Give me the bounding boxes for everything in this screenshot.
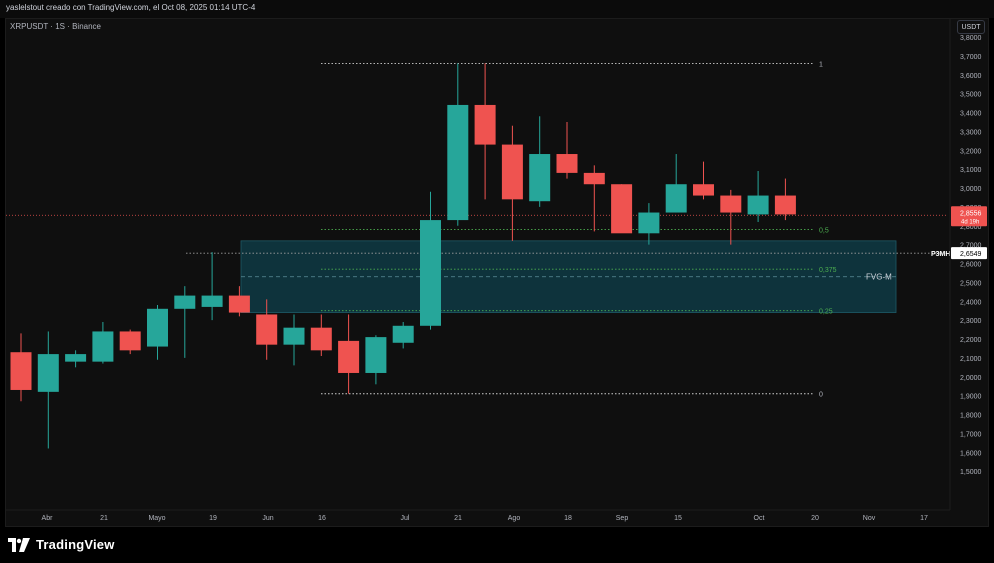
current-price-label: 2,8556 (960, 210, 982, 217)
caption-text: yaslelstout creado con TradingView.com, … (6, 3, 256, 12)
fib-label-0,375: 0,375 (819, 267, 837, 274)
candle-body (720, 195, 742, 213)
candle-body (611, 184, 633, 234)
x-tick-label: Ago (508, 515, 521, 522)
candle-body (501, 144, 523, 200)
fib-label-1: 1 (819, 61, 823, 68)
candle-body (37, 354, 59, 392)
y-tick-label: 1,9000 (960, 394, 982, 401)
tradingview-logo-icon (8, 537, 30, 552)
y-tick-label: 3,5000 (960, 92, 982, 99)
x-tick-label: Mayo (148, 515, 165, 522)
y-tick-label: 1,6000 (960, 450, 982, 457)
x-tick-label: 19 (209, 515, 217, 522)
brand-name: TradingView (36, 537, 115, 552)
candle-body (201, 295, 223, 307)
candle-body (420, 220, 441, 326)
candle-body (10, 352, 32, 390)
fib-label-0: 0 (819, 392, 823, 399)
fvg-label: FVG-M (866, 273, 892, 282)
brand[interactable]: TradingView (8, 537, 115, 552)
current-price-countdown: 4d 19h (961, 219, 979, 225)
y-tick-label: 3,2000 (960, 148, 982, 155)
x-tick-label: 21 (454, 515, 462, 522)
candle-body (310, 327, 332, 351)
candle-body (228, 295, 250, 313)
candle-body (174, 295, 196, 309)
fib-label-0,25: 0,25 (819, 309, 833, 316)
y-tick-label: 3,0000 (960, 186, 982, 193)
candle-body (392, 325, 414, 343)
x-tick-label: Sep (616, 515, 629, 522)
candle-body (665, 184, 687, 213)
candle-body (474, 104, 496, 145)
candle-body (65, 354, 87, 362)
y-tick-label: 2,7000 (960, 243, 982, 250)
x-tick-label: Oct (754, 515, 765, 522)
y-tick-label: 2,3000 (960, 318, 982, 325)
y-tick-label: 2,6000 (960, 262, 982, 269)
y-tick-label: 3,8000 (960, 35, 982, 42)
x-tick-label: Nov (863, 515, 876, 522)
candle-body (147, 308, 168, 347)
y-tick-label: 3,3000 (960, 129, 982, 136)
y-tick-label: 3,6000 (960, 73, 982, 80)
footer (0, 527, 994, 563)
top-caption-bar: yaslelstout creado con TradingView.com, … (0, 0, 994, 18)
x-tick-label: Jul (401, 515, 410, 522)
p3mh-price-label: 2,6549 (960, 251, 982, 258)
p3mh-name: P3MH (931, 251, 950, 258)
y-tick-label: 2,2000 (960, 337, 982, 344)
candle-body (447, 104, 469, 221)
candle-body (256, 314, 278, 345)
x-tick-label: 21 (100, 515, 108, 522)
y-tick-label: 3,7000 (960, 54, 982, 61)
candle-body (119, 331, 141, 351)
candle-body (638, 212, 660, 234)
y-tick-label: 1,5000 (960, 469, 982, 476)
x-tick-label: 18 (564, 515, 572, 522)
y-tick-label: 1,7000 (960, 431, 982, 438)
x-tick-label: 16 (318, 515, 326, 522)
y-tick-label: 3,1000 (960, 167, 982, 174)
candle-body (92, 331, 114, 362)
candle-body (774, 195, 796, 215)
x-tick-label: 15 (674, 515, 682, 522)
y-tick-label: 1,8000 (960, 413, 982, 420)
y-tick-label: 2,8000 (960, 224, 982, 231)
symbol-label: XRPUSDT · 1S · Binance (10, 22, 101, 31)
y-tick-label: 2,0000 (960, 375, 982, 382)
candle-body (693, 184, 714, 196)
x-tick-label: Jun (262, 515, 273, 522)
p3mh-price-box (951, 247, 987, 260)
x-tick-label: 20 (811, 515, 819, 522)
fib-label-0,5: 0,5 (819, 228, 829, 235)
y-tick-label: 2,4000 (960, 299, 982, 306)
y-tick-label: 3,4000 (960, 111, 982, 118)
x-tick-label: 17 (920, 515, 928, 522)
current-price-box (951, 206, 987, 227)
y-tick-label: 2,5000 (960, 280, 982, 287)
currency-button[interactable]: USDT (957, 20, 985, 34)
candle-body (747, 195, 769, 215)
x-tick-label: Abr (42, 515, 54, 522)
candle-body (365, 337, 387, 373)
candle-body (556, 154, 578, 173)
candle-body (338, 340, 360, 373)
candle-body (283, 327, 305, 345)
candle-body (583, 172, 605, 185)
fvg-zone (240, 240, 897, 313)
y-tick-label: 2,1000 (960, 356, 982, 363)
candle-body (529, 154, 551, 202)
